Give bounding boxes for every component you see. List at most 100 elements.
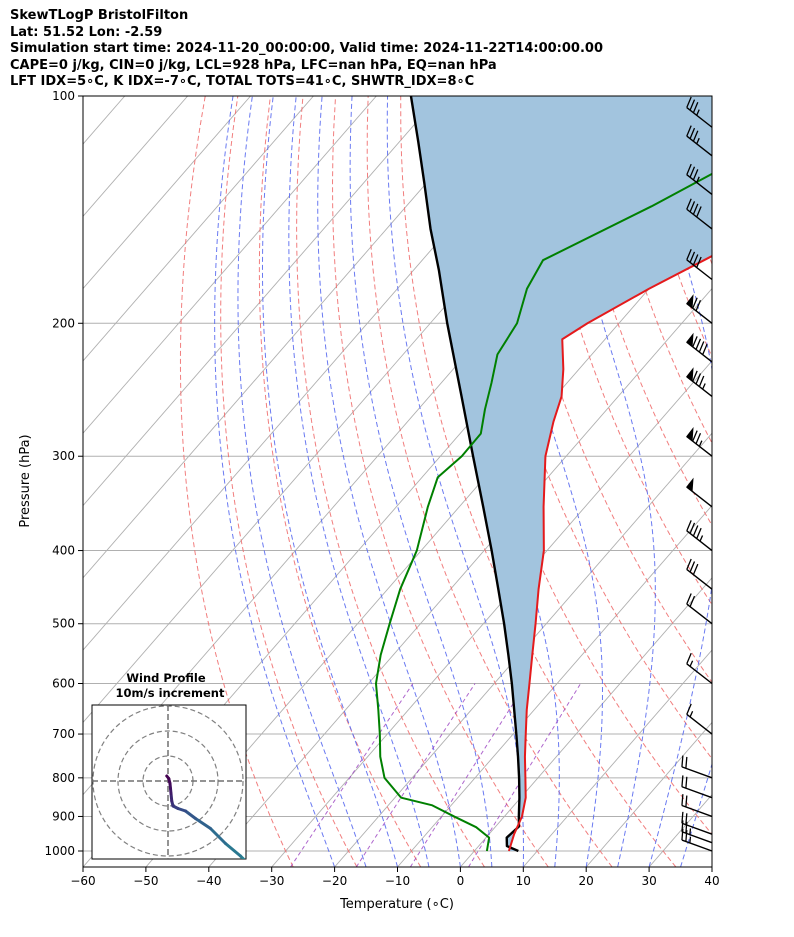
dry-adiabat [366, 96, 613, 867]
y-tick-label: 200 [52, 316, 75, 330]
y-tick-label: 1000 [44, 844, 75, 858]
isotherm-line [522, 649, 712, 867]
isotherm-line [585, 721, 712, 867]
dry-adiabat [497, 96, 712, 684]
wind-barb [686, 520, 713, 552]
moist-adiabat [261, 96, 398, 867]
simulation-times: Simulation start time: 2024-11-20_00:00:… [10, 41, 603, 56]
mixing-ratio-line [468, 683, 582, 867]
isotherm-line [83, 96, 503, 579]
moist-adiabat [680, 762, 712, 867]
cape-fill-region [410, 96, 712, 851]
dry-adiabat [465, 96, 712, 760]
wind-barb [686, 558, 713, 590]
wind-barb [686, 367, 713, 397]
wind-barbs [681, 96, 713, 852]
wind-barb [686, 593, 713, 625]
y-tick-label: 100 [52, 89, 75, 103]
x-tick-label: 40 [704, 874, 719, 888]
wind-barb [686, 477, 713, 508]
wind-barb [686, 427, 713, 457]
dry-adiabat [759, 96, 794, 867]
temperature-profile-line [507, 254, 712, 852]
moist-adiabat [642, 96, 712, 867]
dry-adiabat [400, 96, 677, 867]
dry-adiabat [179, 96, 294, 867]
wind-barb [686, 125, 713, 157]
dry-adiabat [727, 96, 794, 867]
moist-adiabat [349, 96, 493, 867]
wind-barb [681, 828, 713, 852]
wind-barb [686, 332, 713, 363]
hodograph-segment [209, 827, 227, 845]
station-location: Lat: 51.52 Lon: -2.59 [10, 24, 163, 40]
wind-barb [686, 703, 713, 735]
x-tick-label: 10 [516, 874, 531, 888]
x-tick-label: −60 [70, 874, 95, 888]
mixing-ratio-line [290, 683, 414, 867]
isotherm-line [775, 96, 794, 867]
y-tick-label: 700 [52, 727, 75, 741]
dry-adiabat [258, 96, 422, 867]
x-tick-label: −40 [196, 874, 221, 888]
wind-profile-title: Wind Profile [126, 671, 206, 685]
mixing-ratio-line [355, 683, 476, 867]
y-tick-label: 400 [52, 544, 75, 558]
wind-barb [686, 294, 713, 324]
wind-profile-subtitle: 10m/s increment [116, 686, 225, 700]
isotherm-line [83, 96, 251, 290]
chart-header: SkewTLogP BristolFilton Lat: 51.52 Lon: … [10, 8, 603, 91]
y-tick-label: 300 [52, 449, 75, 463]
dry-adiabat [563, 96, 712, 527]
y-tick-label: 800 [52, 771, 75, 785]
convective-params: CAPE=0 j/kg, CIN=0 j/kg, LCL=928 hPa, LF… [10, 57, 497, 73]
isotherm-line [397, 504, 712, 867]
dry-adiabat [220, 96, 358, 867]
x-axis-label: Temperature (∘C) [339, 897, 454, 912]
y-tick-label: 500 [52, 617, 75, 631]
x-tick-label: 0 [457, 874, 465, 888]
wind-barb [681, 755, 713, 779]
wind-barb [686, 249, 713, 281]
moist-adiabat [552, 96, 656, 867]
dry-adiabat [332, 96, 549, 867]
moist-adiabat [237, 96, 367, 867]
wind-barb [681, 811, 713, 835]
moist-adiabat [214, 96, 336, 867]
x-tick-label: −50 [133, 874, 158, 888]
hodograph-segment [184, 809, 197, 820]
x-tick-label: −10 [385, 874, 410, 888]
mixing-ratio-lines [290, 683, 582, 867]
y-tick-label: 600 [52, 677, 75, 691]
wind-barb [686, 653, 713, 685]
parcel-profile-line [409, 96, 521, 853]
wind-profile-inset: Wind Profile 10m/s increment [91, 671, 247, 860]
stability-indices: LFT IDX=5∘C, K IDX=-7∘C, TOTAL TOTS=41∘C… [10, 74, 475, 89]
moist-adiabat [711, 865, 712, 867]
isotherm-line [271, 360, 712, 867]
hodograph-segment [165, 774, 171, 780]
mixing-ratio-line [409, 683, 527, 867]
axes: −60 −50 −40 −30 −20 −10 0 10 20 30 40 100 200 300 400 5… [44, 89, 719, 888]
moist-adiabat [386, 96, 524, 867]
isotherm-line [83, 96, 440, 507]
chart-title: SkewTLogP BristolFilton [10, 8, 189, 23]
wind-barb [681, 820, 713, 844]
hodograph-segment [224, 842, 242, 858]
y-tick-label: 900 [52, 809, 75, 823]
isotherm-line [83, 96, 377, 434]
wind-barb [686, 163, 713, 195]
x-tick-label: 20 [579, 874, 594, 888]
wind-barb [681, 794, 713, 818]
isotherm-line [711, 866, 712, 867]
x-tick-label: −20 [322, 874, 347, 888]
wind-barb [686, 198, 713, 230]
wind-barb [686, 96, 713, 128]
x-tick-label: −30 [259, 874, 284, 888]
plot-area [83, 96, 794, 867]
hodograph-segment [194, 817, 212, 830]
isotherm-line [83, 96, 314, 362]
dewpoint-profile-line [374, 172, 712, 852]
isotherm-line [334, 432, 712, 867]
